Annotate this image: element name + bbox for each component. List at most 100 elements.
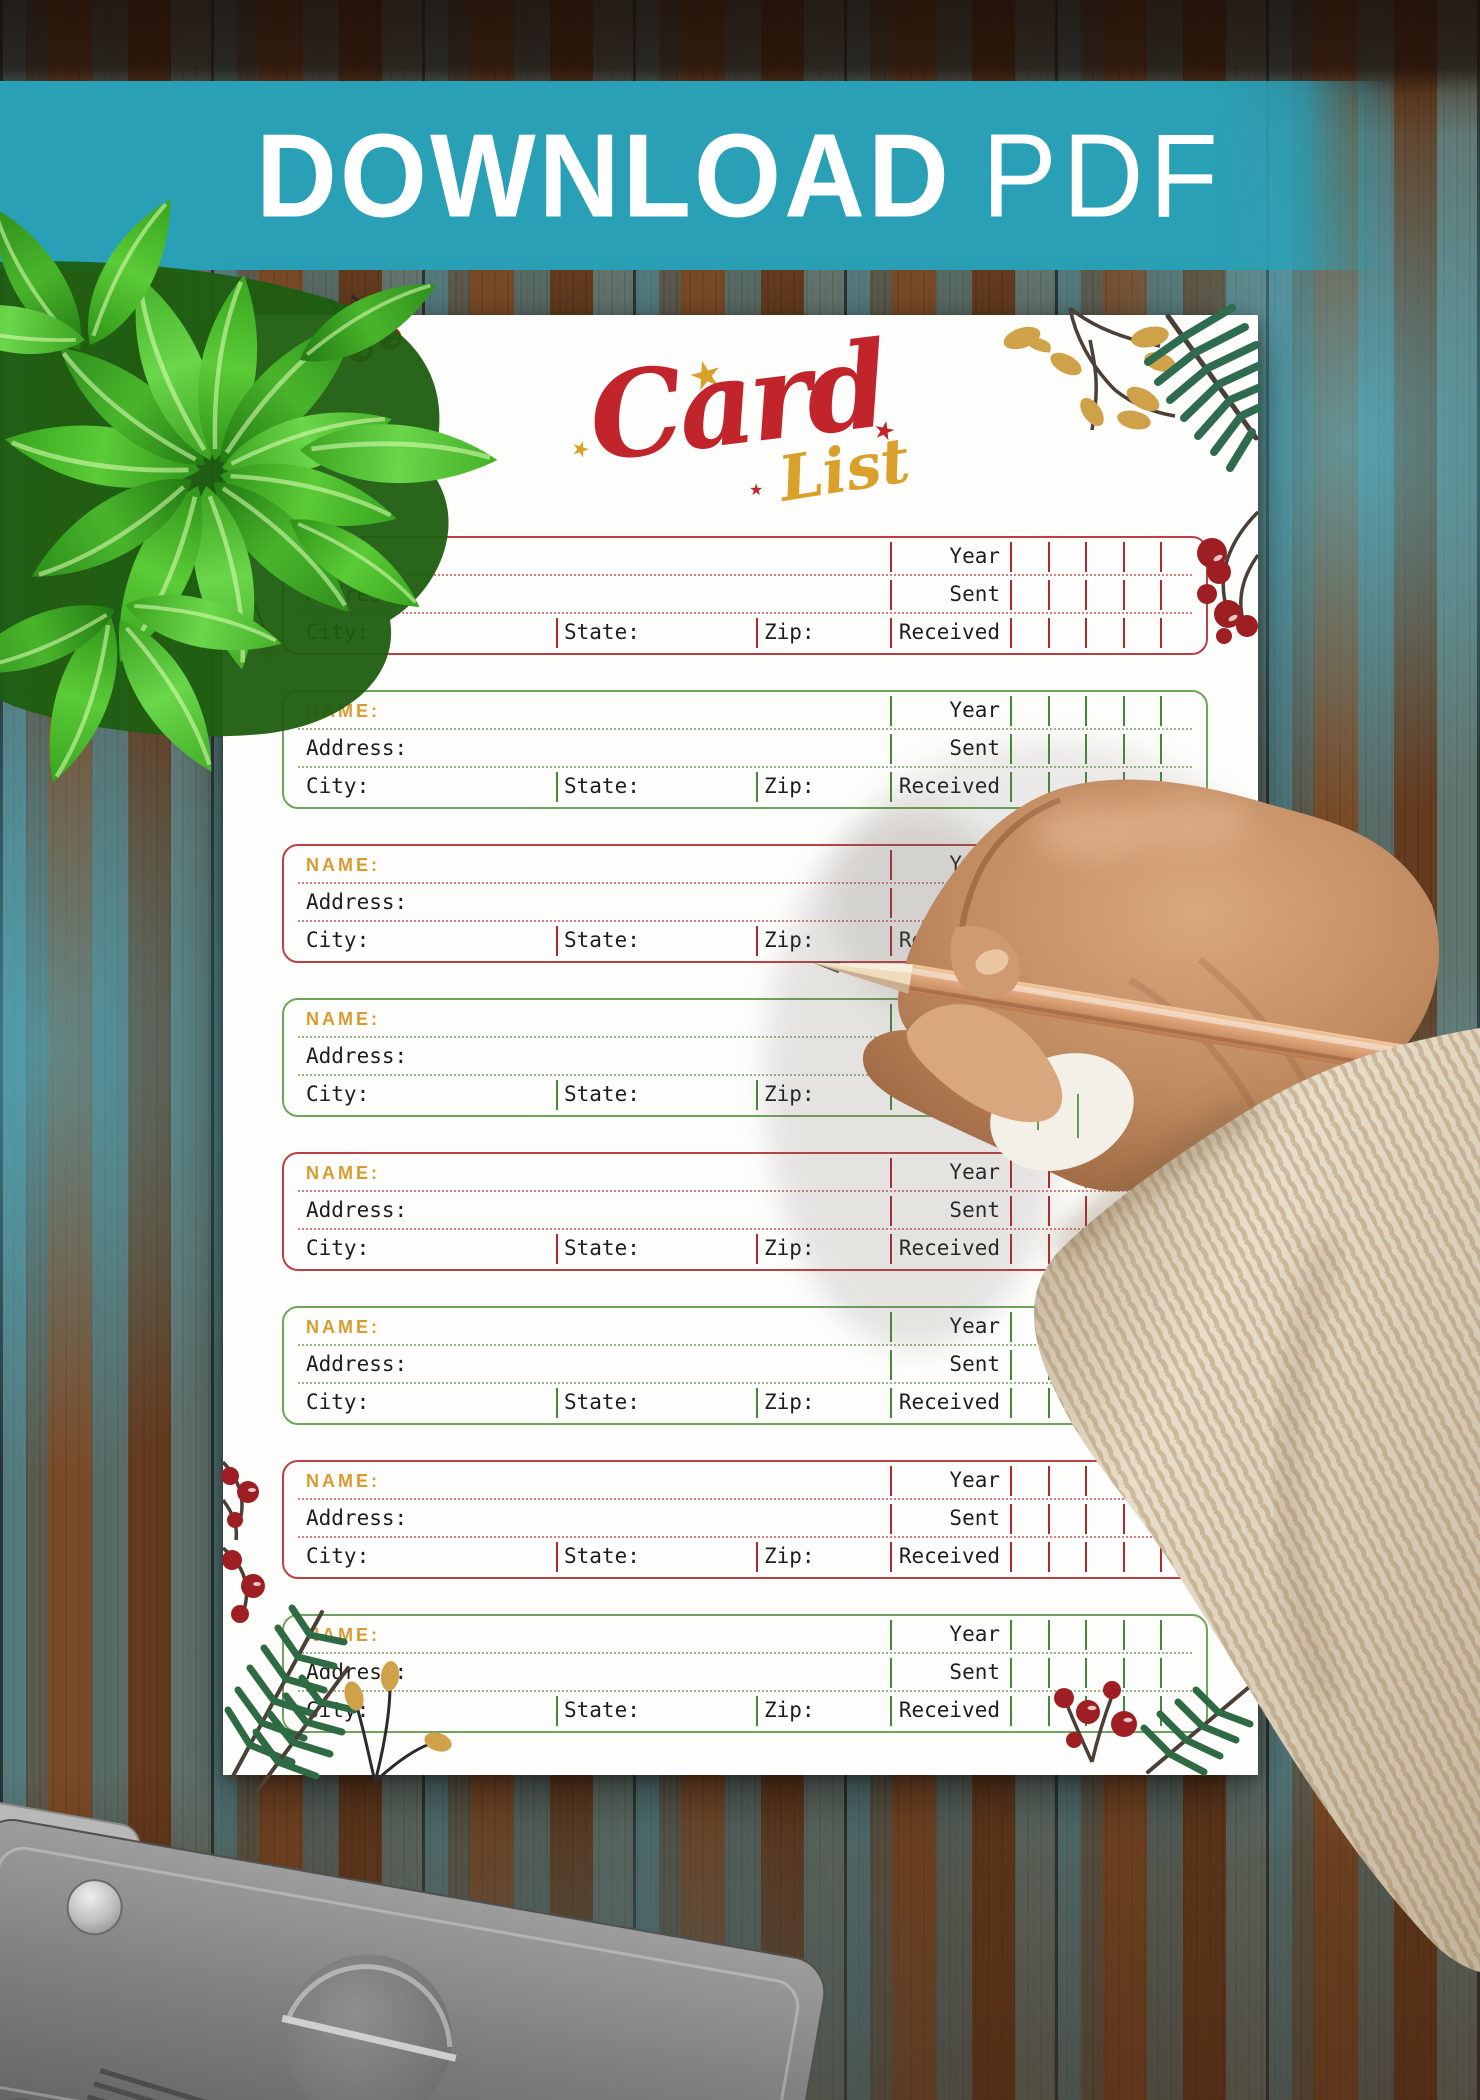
tick-mark	[1010, 1620, 1012, 1650]
tick-mark	[1123, 1042, 1125, 1072]
field-label-year: Year	[949, 698, 1000, 722]
card-entry-block: NAME: Address: City: State: Zip: Year Sent Rece…	[282, 1306, 1208, 1425]
dotted-rule	[298, 728, 1192, 730]
card-entry-block: NAME: Address: City: State: Zip: Year Sent Rece…	[282, 1460, 1208, 1579]
field-label-received: Received	[898, 1082, 1000, 1106]
field-label-address: Address:	[306, 1198, 408, 1222]
tick-mark	[1010, 618, 1012, 648]
field-label-year: Year	[949, 544, 1000, 568]
tick-mark	[1123, 618, 1125, 648]
tick-mark	[1048, 1504, 1050, 1534]
tick-mark	[1048, 580, 1050, 610]
banner-download-text: DOWNLOAD	[256, 109, 952, 242]
tick-mark	[1123, 850, 1125, 880]
tick-mark	[1085, 734, 1087, 764]
tick-mark	[1123, 1542, 1125, 1572]
tick-mark	[1085, 1696, 1087, 1726]
field-label-address: Address:	[306, 890, 408, 914]
tick-mark	[1123, 1312, 1125, 1342]
field-label-state: State:	[564, 1698, 640, 1722]
tick-mark	[1160, 1004, 1162, 1034]
card-entry-block: NAME: Address: City: State: Zip: Year Sent Rece…	[282, 1152, 1208, 1271]
field-label-city: City:	[306, 1082, 370, 1106]
tick-mark	[1123, 1466, 1125, 1496]
column-divider	[756, 1080, 758, 1110]
tick-mark	[1085, 696, 1087, 726]
field-label-received: Received	[898, 774, 1000, 798]
tick-mark	[1010, 772, 1012, 802]
tick-mark	[1048, 734, 1050, 764]
field-label-sent: Sent	[949, 736, 1000, 760]
column-divider	[890, 1504, 892, 1534]
card-entry-block: NAME: Address: City: State: Zip: Year Sent Rece…	[282, 998, 1208, 1117]
column-divider	[890, 542, 892, 572]
field-label-year: Year	[949, 1006, 1000, 1030]
tick-mark	[1085, 1620, 1087, 1650]
column-divider	[890, 850, 892, 880]
column-divider	[890, 734, 892, 764]
column-divider	[890, 618, 892, 648]
field-label-received: Received	[898, 1390, 1000, 1414]
dotted-rule	[298, 1690, 1192, 1692]
field-label-received: Received	[898, 928, 1000, 952]
column-divider	[756, 618, 758, 648]
dotted-rule	[298, 1652, 1192, 1654]
field-label-zip: Zip:	[764, 1390, 815, 1414]
tick-mark	[1085, 1042, 1087, 1072]
field-label-state: State:	[564, 1236, 640, 1260]
tick-mark	[1048, 850, 1050, 880]
column-divider	[756, 1542, 758, 1572]
tick-mark	[1160, 1196, 1162, 1226]
tick-mark	[1160, 1312, 1162, 1342]
page-title-list: List	[774, 423, 915, 516]
field-label-name: NAME:	[306, 547, 380, 567]
tick-mark	[1048, 1350, 1050, 1380]
field-label-year: Year	[949, 1468, 1000, 1492]
tick-mark	[1048, 1696, 1050, 1726]
dotted-rule	[298, 1036, 1192, 1038]
card-entry-block: NAME: Address: City: State: Zip: Year Sent Rece…	[282, 1614, 1208, 1733]
dotted-rule	[298, 574, 1192, 576]
field-label-year: Year	[949, 1622, 1000, 1646]
tick-mark	[1085, 1004, 1087, 1034]
field-label-address: Address:	[306, 582, 408, 606]
tick-mark	[1123, 888, 1125, 918]
tick-mark	[1010, 1350, 1012, 1380]
column-divider	[556, 1542, 558, 1572]
field-label-name: NAME:	[306, 1471, 380, 1491]
card-entry-block: NAME: Address: City: State: Zip: Year Sent Rece…	[282, 690, 1208, 809]
tick-mark	[1160, 696, 1162, 726]
field-label-zip: Zip:	[764, 1236, 815, 1260]
tick-mark	[1048, 1542, 1050, 1572]
field-label-received: Received	[898, 620, 1000, 644]
tick-mark	[1048, 1158, 1050, 1188]
tick-mark	[1010, 1658, 1012, 1688]
column-divider	[890, 1388, 892, 1418]
tick-mark	[1048, 772, 1050, 802]
tick-mark	[1010, 1234, 1012, 1264]
card-list-template-page: ★ ★ ★ ★ Card List NAME: Address: City: Stat…	[223, 315, 1258, 1775]
tick-mark	[1123, 542, 1125, 572]
tick-mark	[1085, 1196, 1087, 1226]
tick-mark	[1048, 1234, 1050, 1264]
download-pdf-button[interactable]: DOWNLOAD PDF	[0, 81, 1480, 270]
field-label-sent: Sent	[949, 1044, 1000, 1068]
tick-mark	[1123, 580, 1125, 610]
card-entry-block: NAME: Address: City: State: Zip: Year Sent Rece…	[282, 536, 1208, 655]
tick-mark	[1160, 1158, 1162, 1188]
field-label-city: City:	[306, 774, 370, 798]
field-label-year: Year	[949, 1314, 1000, 1338]
tick-mark	[1010, 1696, 1012, 1726]
field-label-address: Address:	[306, 1660, 408, 1684]
tick-mark	[1048, 542, 1050, 572]
tick-mark	[1010, 1004, 1012, 1034]
tick-mark	[1048, 1466, 1050, 1496]
dotted-rule	[298, 1536, 1192, 1538]
column-divider	[756, 926, 758, 956]
tick-mark	[1123, 926, 1125, 956]
banner-pdf-text: PDF	[981, 109, 1224, 242]
column-divider	[890, 926, 892, 956]
field-label-year: Year	[949, 1160, 1000, 1184]
tick-mark	[1160, 888, 1162, 918]
tick-mark	[1010, 580, 1012, 610]
